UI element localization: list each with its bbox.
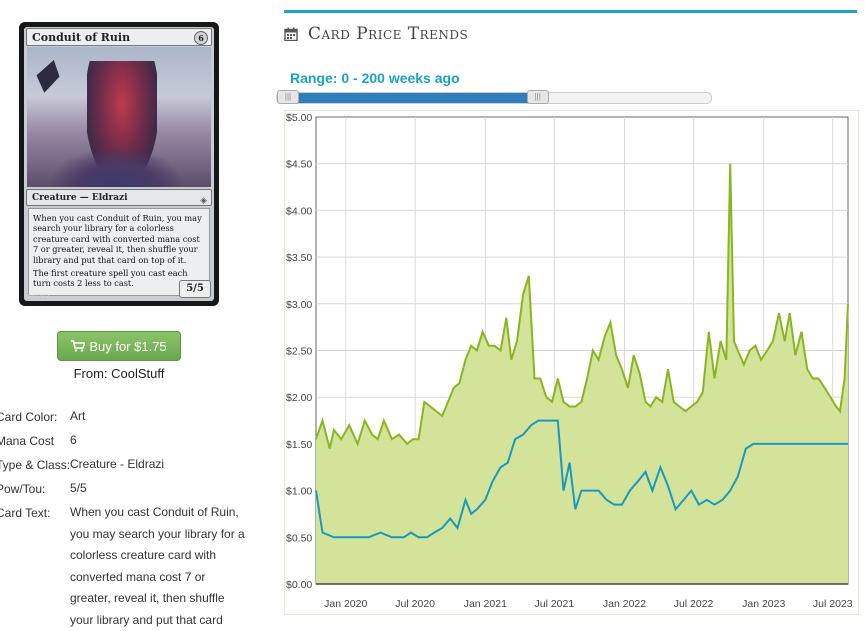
- range-slider[interactable]: ||| |||: [276, 90, 712, 104]
- detail-row-color: Card Color: Art: [0, 405, 246, 429]
- detail-label: Mana Cost: [0, 434, 55, 448]
- panel-title: Card Price Trends: [308, 24, 469, 44]
- series-retail-line: [315, 163, 849, 449]
- panel-top-rule: [284, 10, 857, 13]
- detail-value: Art: [70, 409, 86, 423]
- mana-symbol-icon: 6: [194, 31, 208, 45]
- y-tick-label: $0.00: [286, 579, 312, 591]
- series-buylist-line: [315, 419, 848, 539]
- detail-label: Type & Class:: [0, 458, 71, 472]
- detail-row-type: Type & Class: Creature - Eldrazi: [0, 453, 246, 477]
- detail-value: 6: [70, 433, 77, 447]
- detail-label: Pow/Tou:: [0, 482, 46, 496]
- card-rules-text-1: When you cast Conduit of Ruin, you may s…: [33, 213, 202, 265]
- card-name: Conduit of Ruin: [32, 31, 131, 44]
- x-tick-label: Jul 2022: [674, 598, 714, 610]
- y-tick-label: $3.50: [286, 252, 312, 264]
- y-tick-label: $1.00: [286, 486, 312, 498]
- card-collector-number: 004/274 R: [26, 294, 50, 300]
- card-art: [27, 47, 211, 187]
- y-tick-label: $2.50: [286, 346, 312, 358]
- y-tick-label: $5.00: [286, 112, 312, 124]
- card-rules-text-2: The first creature spell you cast each t…: [33, 268, 188, 289]
- card-details: Card Color: Art Mana Cost 6 Type & Class…: [0, 405, 246, 631]
- x-tick-label: Jul 2023: [813, 598, 853, 610]
- set-symbol-icon: ◈: [200, 196, 207, 206]
- detail-value: When you cast Conduit of Ruin, you may s…: [70, 505, 245, 627]
- y-tick-label: $3.00: [286, 299, 312, 311]
- cart-icon: [71, 340, 86, 352]
- slider-handle-end[interactable]: |||: [526, 90, 549, 104]
- slider-handle-start[interactable]: |||: [277, 90, 299, 104]
- card-frame: Conduit of Ruin 6 Creature — Eldrazi ◈ W…: [24, 27, 214, 301]
- y-tick-label: $0.50: [286, 532, 312, 544]
- x-tick-label: Jan 2022: [603, 598, 646, 610]
- detail-label: Card Text:: [0, 506, 51, 520]
- x-tick-label: Jul 2021: [534, 598, 574, 610]
- detail-value: Creature - Eldrazi: [70, 457, 165, 471]
- buy-button-label: Buy for $1.75: [89, 339, 167, 354]
- card-type-bar: Creature — Eldrazi ◈: [26, 189, 212, 206]
- detail-row-mana-cost: Mana Cost 6: [0, 429, 246, 453]
- y-tick-label: $2.00: [286, 392, 312, 404]
- x-tick-label: Jan 2021: [464, 598, 507, 610]
- slider-fill: [288, 93, 538, 103]
- art-crystal-shape: [32, 56, 64, 95]
- grip-icon: |||: [534, 92, 541, 101]
- grip-icon: |||: [284, 92, 292, 101]
- detail-row-card-text: Card Text: When you cast Conduit of Ruin…: [0, 501, 246, 631]
- y-tick-label: $4.50: [286, 159, 312, 171]
- card-image[interactable]: Conduit of Ruin 6 Creature — Eldrazi ◈ W…: [19, 22, 219, 306]
- card-power-toughness: 5/5: [179, 280, 211, 298]
- y-tick-label: $4.00: [286, 205, 312, 217]
- detail-value: 5/5: [70, 481, 87, 495]
- calendar-icon: [284, 27, 298, 41]
- card-type-line: Creature — Eldrazi: [32, 193, 128, 203]
- buy-button[interactable]: Buy for $1.75: [57, 331, 181, 361]
- x-tick-label: Jan 2020: [324, 598, 367, 610]
- panel-header: Card Price Trends: [284, 22, 468, 46]
- detail-row-pow-tou: Pow/Tou: 5/5: [0, 477, 246, 501]
- series-retail-area: [316, 163, 848, 584]
- art-tentacles-shape: [47, 147, 187, 187]
- y-tick-label: $1.50: [286, 439, 312, 451]
- range-label: Range: 0 - 200 weeks ago: [290, 70, 460, 86]
- x-tick-label: Jul 2020: [395, 598, 435, 610]
- card-name-bar: Conduit of Ruin 6: [26, 28, 212, 46]
- price-chart: $0.00 $0.50 $1.00 $1.50 $2.00 $2.50 $3.00 $3.50…: [284, 110, 859, 615]
- vendor-label: From: CoolStuff: [73, 366, 165, 381]
- x-tick-label: Jan 2023: [742, 598, 785, 610]
- detail-label: Card Color:: [0, 410, 58, 424]
